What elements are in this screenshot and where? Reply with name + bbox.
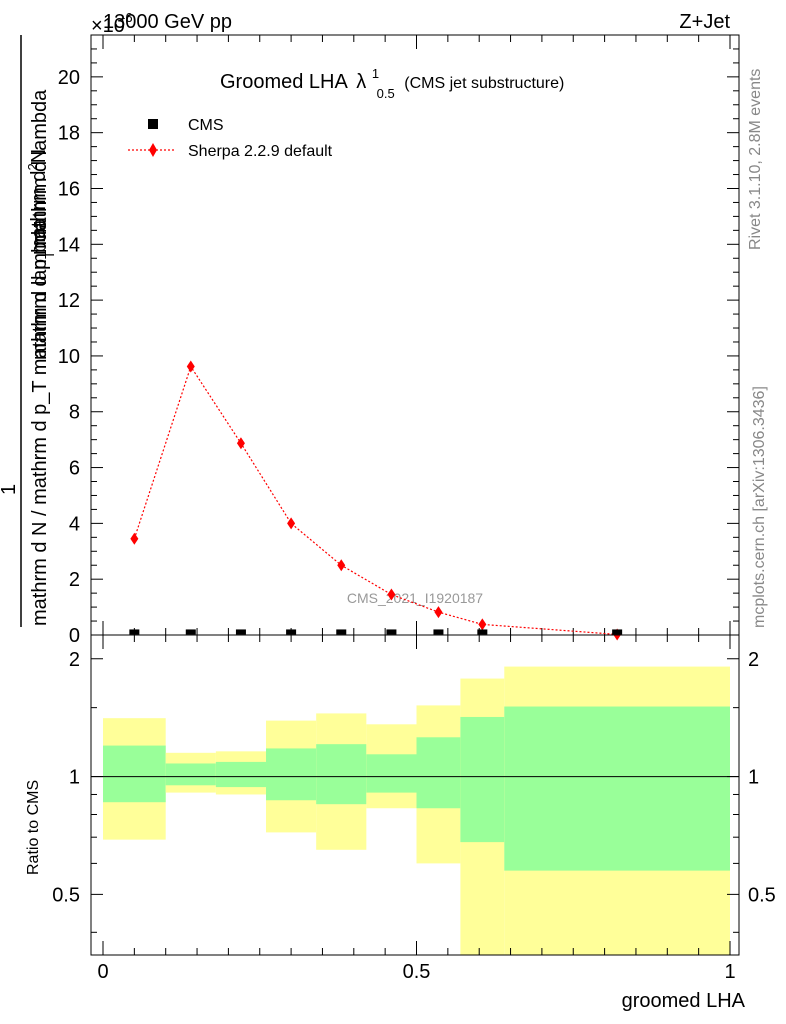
mc-point xyxy=(287,517,296,530)
mc-point xyxy=(387,588,396,601)
ratio-ytick-label-left: 1 xyxy=(69,767,80,789)
title-sub: 0.5 xyxy=(377,86,395,101)
mc-point xyxy=(130,532,139,545)
energy-label: 13000 GeV pp xyxy=(103,11,232,33)
cms-point xyxy=(386,629,397,635)
main-ytick-label: 20 xyxy=(58,67,80,89)
ratio-band-inner xyxy=(504,706,730,871)
ratio-ytick-label-right: 0.5 xyxy=(748,884,776,906)
ratio-band-inner xyxy=(215,761,267,788)
ylabel-numerator-top: mathrm d2N xyxy=(25,149,50,255)
analysis-id: CMS_2021_I1920187 xyxy=(347,590,483,606)
cms-point xyxy=(129,629,140,635)
ratio-panel-frame xyxy=(90,634,740,956)
ratio-ytick-label-left: 0.5 xyxy=(52,884,80,906)
cms-point xyxy=(477,629,488,635)
cms-series xyxy=(129,629,623,635)
mcplots-label: mcplots.cern.ch [arXiv:1306.3436] xyxy=(751,386,768,628)
ratio-band-inner xyxy=(266,748,317,801)
main-ylabel: mathrm d2N mathrm d pT mathrm d lambda 1… xyxy=(0,35,57,627)
ratio-band-inner xyxy=(103,745,166,803)
mc-series xyxy=(130,360,622,641)
mc-point xyxy=(186,360,195,373)
main-ytick-label: 18 xyxy=(58,123,80,145)
ratio-band-inner xyxy=(460,716,505,843)
exponent-label: ×10 xyxy=(91,15,125,37)
cms-point xyxy=(612,629,623,635)
title-note: (CMS jet substructure) xyxy=(404,75,564,92)
ratio-x-axis: 0 0.5 1 xyxy=(97,635,736,983)
ratio-band-inner xyxy=(366,754,417,793)
ylabel-numerator: 1 xyxy=(0,484,20,495)
ratio-band-inner xyxy=(316,744,367,805)
ratio-ylabel: Ratio to CMS xyxy=(25,780,42,875)
cms-point xyxy=(235,629,246,635)
legend-cms-marker xyxy=(148,119,158,129)
exponent-power: -6 xyxy=(121,10,133,25)
legend-mc-marker xyxy=(149,143,157,157)
title-lambda: λ xyxy=(356,71,366,93)
mc-point xyxy=(434,606,443,619)
main-ytick-label: 14 xyxy=(58,234,80,256)
main-y-axis: 0 2 4 6 8 10 12 14 16 18 20 xyxy=(58,48,739,647)
ratio-bands xyxy=(103,666,730,955)
ylabel-numerator-bottom: mathrm d pT mathrm d lambda xyxy=(29,89,57,360)
main-ytick-label: 8 xyxy=(69,402,80,424)
main-ytick-label: 12 xyxy=(58,290,80,312)
ratio-band-inner xyxy=(416,737,461,809)
cms-point xyxy=(185,629,196,635)
ratio-xtick-label: 1 xyxy=(724,961,735,983)
main-ytick-label: 4 xyxy=(69,513,80,535)
mc-point xyxy=(236,437,245,450)
ratio-xtick-label: 0.5 xyxy=(403,961,431,983)
ratio-ytick-label-right: 2 xyxy=(748,649,759,671)
main-ytick-label: 16 xyxy=(58,178,80,200)
main-title: Groomed LHA λ 1 0.5 (CMS jet substructur… xyxy=(220,61,564,103)
mc-point xyxy=(337,559,346,572)
cms-point xyxy=(286,629,297,635)
main-ytick-label: 0 xyxy=(69,625,80,647)
ratio-xtick-label: 0 xyxy=(97,961,108,983)
mc-point xyxy=(478,618,487,631)
legend-cms-label: CMS xyxy=(188,117,224,134)
process-label: Z+Jet xyxy=(679,11,730,33)
main-ytick-label: 10 xyxy=(58,346,80,368)
main-ytick-label: 2 xyxy=(69,569,80,591)
x-axis-label: groomed LHA xyxy=(622,990,746,1012)
rivet-label: Rivet 3.1.10, 2.8M events xyxy=(747,69,764,250)
cms-point xyxy=(336,629,347,635)
ylabel-denominator: mathrm d N / mathrm d p_T mathrm d lambd… xyxy=(29,219,51,626)
cms-point xyxy=(433,629,444,635)
legend: CMS Sherpa 2.2.9 default xyxy=(128,117,333,160)
title-sup: 1 xyxy=(372,66,379,81)
ratio-y-axis: 0.5 0.5 1 1 2 2 xyxy=(52,649,776,933)
main-ytick-label: 6 xyxy=(69,458,80,480)
title-main: Groomed LHA xyxy=(220,71,348,93)
ratio-ytick-label-right: 1 xyxy=(748,767,759,789)
ratio-ytick-label-left: 2 xyxy=(69,649,80,671)
legend-mc-label: Sherpa 2.2.9 default xyxy=(188,143,333,160)
main-panel: Groomed LHA λ 1 0.5 (CMS jet substructur… xyxy=(0,34,740,647)
ratio-panel: 0.5 0.51 12 2 0 0.5 1 Ratio to CMS groomed LH… xyxy=(25,634,776,1012)
ratio-band-inner xyxy=(165,763,216,786)
